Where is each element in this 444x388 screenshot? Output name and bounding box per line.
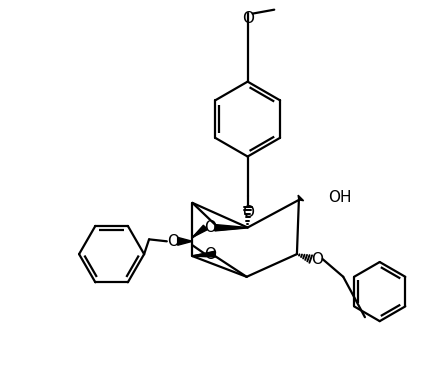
Text: O: O	[242, 11, 254, 26]
Text: OH: OH	[329, 191, 352, 205]
Polygon shape	[215, 225, 248, 230]
Polygon shape	[192, 251, 215, 257]
Text: O: O	[204, 247, 216, 262]
Text: O: O	[204, 220, 216, 235]
Polygon shape	[178, 237, 192, 245]
Text: O: O	[311, 251, 323, 267]
Polygon shape	[192, 225, 207, 237]
Text: O: O	[166, 234, 179, 249]
Text: O: O	[242, 205, 254, 220]
Polygon shape	[298, 195, 304, 201]
